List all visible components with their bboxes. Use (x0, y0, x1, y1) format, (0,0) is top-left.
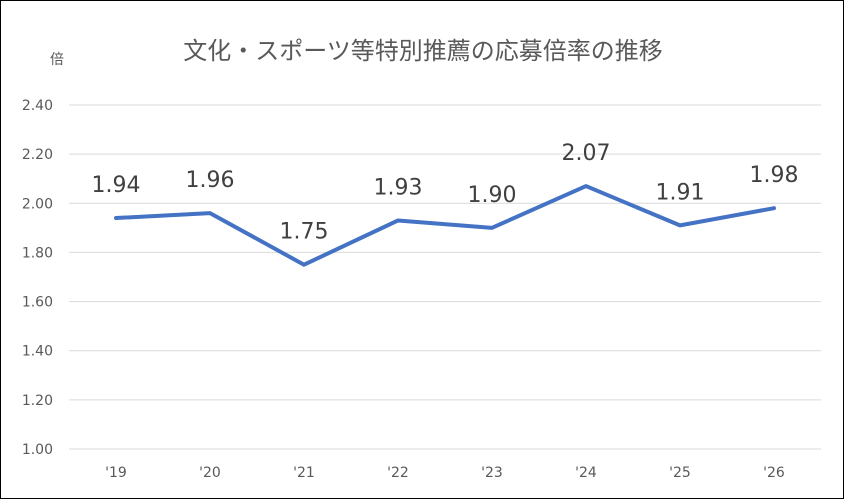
y-tick-label: 1.20 (22, 393, 53, 409)
data-label: 1.94 (92, 173, 141, 198)
y-tick-label: 2.40 (22, 98, 53, 114)
y-tick-label: 2.00 (22, 196, 53, 212)
x-tick-label: '24 (575, 465, 597, 481)
y-tick-label: 1.00 (22, 442, 53, 458)
x-tick-label: '25 (669, 465, 691, 481)
data-label: 1.98 (750, 163, 799, 188)
y-axis-unit-label: 倍 (50, 52, 64, 68)
x-tick-label: '22 (387, 465, 409, 481)
x-tick-label: '23 (481, 465, 503, 481)
y-axis-ticks: 1.00 1.20 1.40 1.60 1.80 2.00 2.20 2.40 (22, 98, 53, 458)
chart-title: 文化・スポーツ等特別推薦の応募倍率の推移 (183, 37, 663, 65)
data-labels: 1.94 1.96 1.75 1.93 1.90 2.07 1.91 1.98 (92, 141, 799, 245)
x-tick-label: '21 (293, 465, 315, 481)
y-tick-label: 1.40 (22, 344, 53, 360)
data-label: 1.91 (656, 180, 705, 205)
y-tick-label: 2.20 (22, 147, 53, 163)
x-tick-label: '26 (763, 465, 785, 481)
data-label: 1.93 (374, 175, 423, 200)
data-label: 1.75 (280, 220, 329, 245)
y-tick-label: 1.80 (22, 245, 53, 261)
y-tick-label: 1.60 (22, 295, 53, 311)
x-tick-label: '19 (105, 465, 127, 481)
data-label: 2.07 (562, 141, 611, 166)
data-label: 1.96 (186, 168, 235, 193)
data-label: 1.90 (468, 183, 517, 208)
x-tick-label: '20 (199, 465, 221, 481)
x-axis-ticks: '19 '20 '21 '22 '23 '24 '25 '26 (105, 465, 785, 481)
gridlines (69, 105, 821, 449)
